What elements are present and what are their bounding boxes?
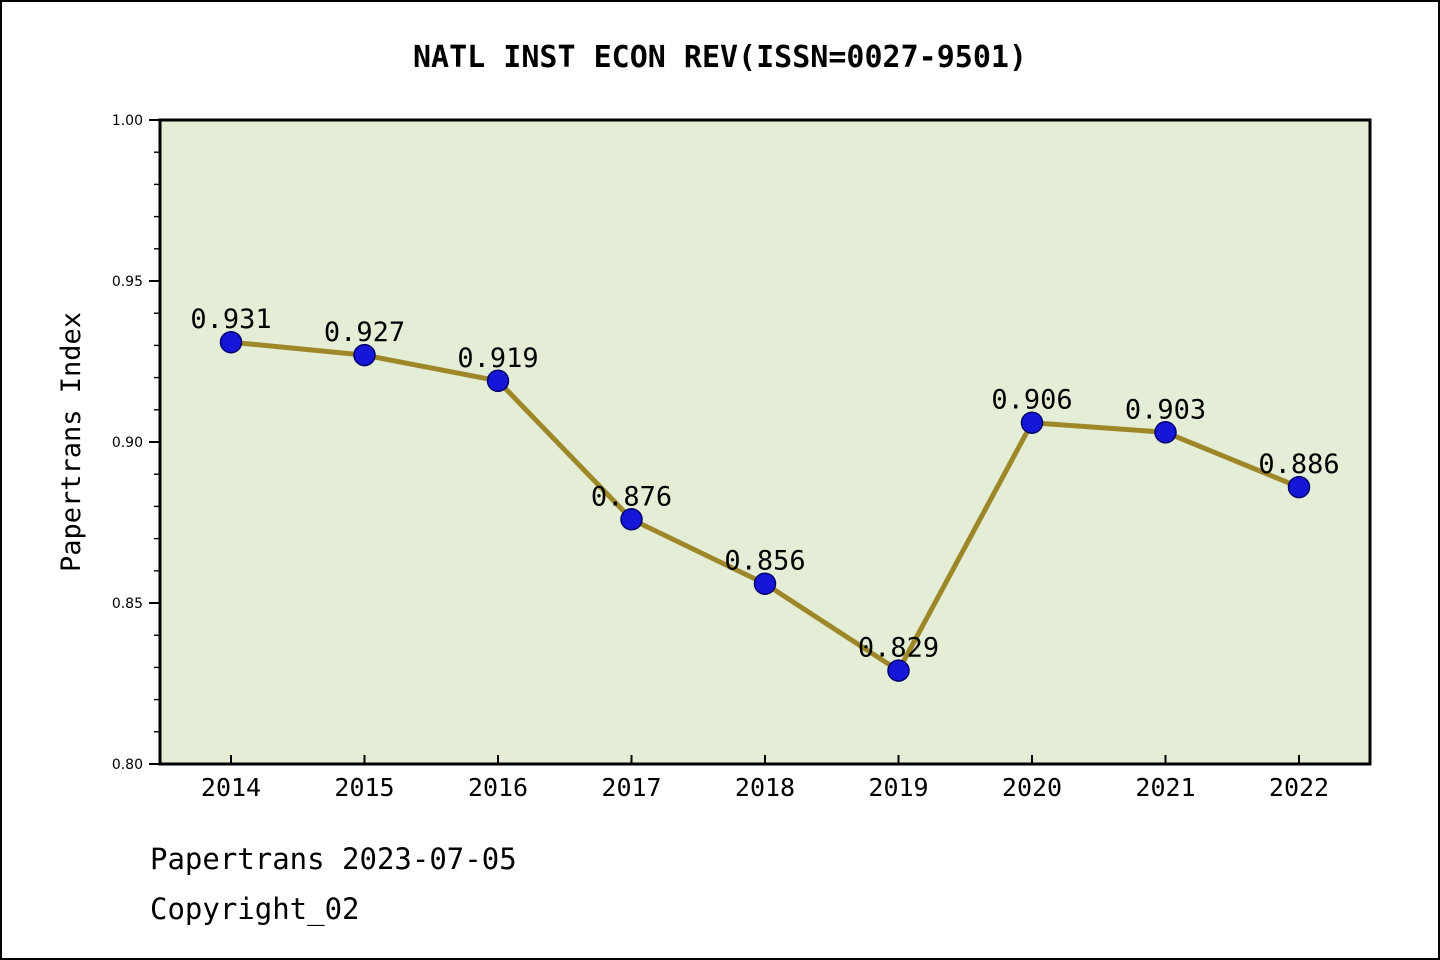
data-point-label: 0.856 — [724, 546, 805, 577]
plot-border — [158, 118, 1372, 766]
y-tick-label: 0.85 — [112, 596, 143, 612]
data-point-label: 0.903 — [1125, 394, 1206, 425]
x-tick-label: 2022 — [1269, 773, 1329, 802]
data-point-label: 0.876 — [591, 481, 672, 512]
data-point — [887, 659, 910, 682]
footer-source-date: Papertrans 2023-07-05 — [150, 842, 517, 876]
data-point-label: 0.886 — [1258, 449, 1339, 480]
data-point — [1154, 421, 1177, 444]
data-point-label: 0.927 — [324, 317, 405, 348]
data-point — [219, 330, 243, 354]
chart-title: NATL INST ECON REV(ISSN=0027-9501) — [412, 40, 1028, 75]
y-axis-title: Papertrans Index — [56, 312, 87, 572]
y-tick-label: 0.90 — [112, 435, 143, 451]
data-point — [620, 508, 643, 531]
data-point — [353, 343, 376, 367]
chart-footer: Papertrans 2023-07-05 Copyright_02 — [150, 834, 517, 934]
x-tick-label: 2019 — [868, 773, 928, 802]
x-tick-label: 2017 — [601, 773, 661, 802]
data-point — [1020, 411, 1044, 434]
data-point-label: 0.829 — [858, 633, 939, 664]
x-tick-label: 2014 — [201, 773, 261, 802]
y-tick-label: 1.00 — [112, 113, 143, 129]
y-tick-label: 0.80 — [112, 757, 143, 773]
y-tick-label: 0.95 — [112, 274, 143, 290]
footer-copyright: Copyright_02 — [150, 892, 360, 926]
x-tick-label: 2016 — [468, 773, 528, 802]
data-point-label: 0.919 — [457, 343, 538, 374]
x-tick-label: 2020 — [1002, 773, 1062, 802]
data-point — [753, 572, 777, 595]
data-point — [486, 369, 510, 393]
x-tick-label: 2018 — [735, 773, 795, 802]
data-point-label: 0.906 — [991, 385, 1072, 416]
data-point-label: 0.931 — [190, 304, 271, 335]
x-tick-label: 2015 — [334, 773, 394, 802]
x-tick-label: 2021 — [1135, 773, 1195, 802]
data-point — [1287, 475, 1311, 499]
